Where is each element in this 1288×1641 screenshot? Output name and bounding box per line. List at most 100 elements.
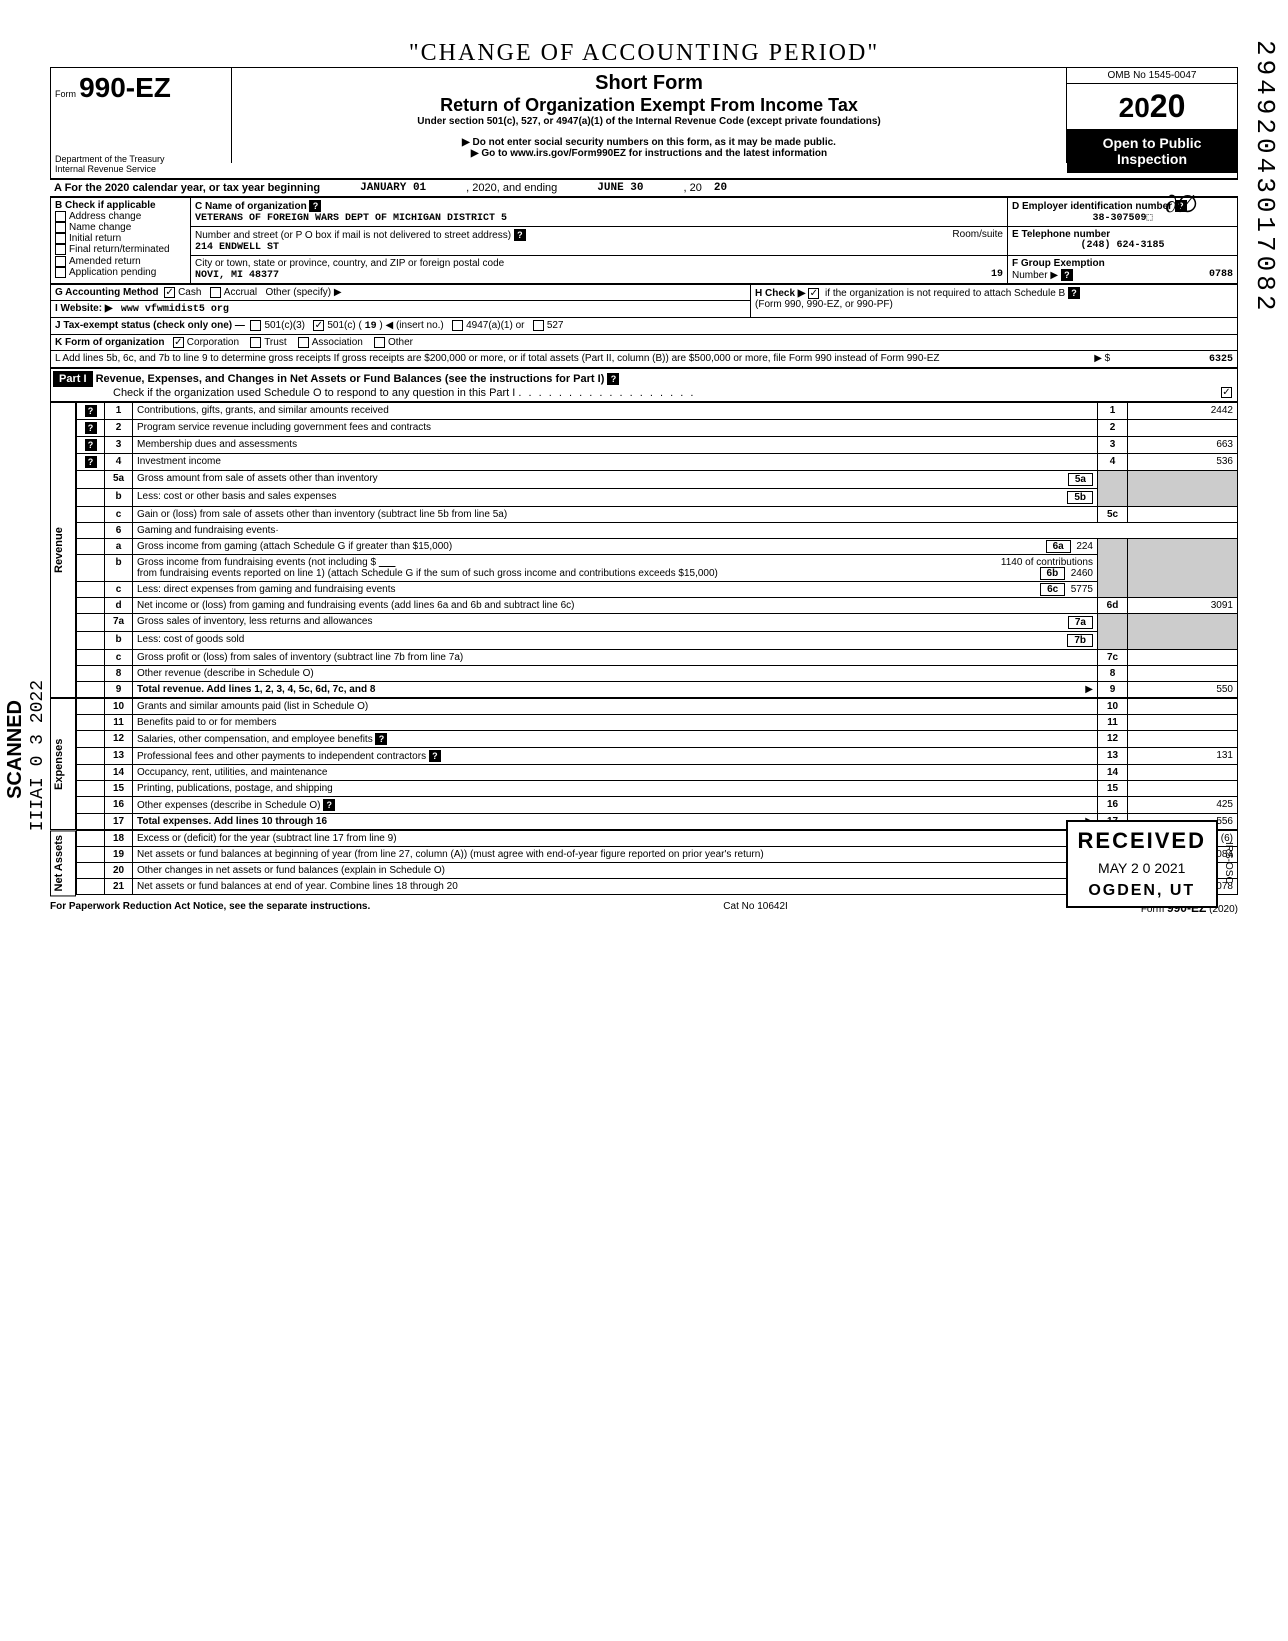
phone: (248) 624-3185	[1012, 240, 1233, 251]
check-corp[interactable]	[173, 337, 184, 348]
block-e-label: E Telephone number	[1012, 229, 1110, 240]
revenue-side-label: Revenue	[50, 402, 76, 698]
gross-receipts: 6325	[1113, 354, 1233, 365]
city-label: City or town, state or province, country…	[195, 258, 504, 269]
expenses-side-label: Expenses	[50, 698, 76, 830]
line-i-label: I Website: ▶	[55, 303, 113, 314]
cash-label: Cash	[178, 287, 201, 298]
opt-trust: Trust	[264, 337, 286, 348]
year-begin: JANUARY 01	[360, 182, 426, 194]
handwriting-title: "CHANGE OF ACCOUNTING PERIOD"	[50, 40, 1238, 67]
check-name[interactable]	[55, 222, 66, 233]
opt-assoc: Association	[312, 337, 363, 348]
scan-date-stamp: IIIAI 0 3 2022	[28, 680, 48, 831]
check-501c3[interactable]	[250, 320, 261, 331]
group-exemption: 0788	[1209, 269, 1233, 280]
line-h-text: if the organization is not required to a…	[825, 288, 1065, 299]
year-end: JUNE 30	[597, 182, 643, 194]
line-g-label: G Accounting Method	[55, 287, 159, 298]
check-assoc[interactable]	[298, 337, 309, 348]
line-k-label: K Form of organization	[55, 337, 164, 348]
opt-other: Other	[388, 337, 413, 348]
check-address-label: Address change	[69, 211, 141, 222]
line-h-label: H Check ▶	[755, 288, 805, 299]
subtitle: Under section 501(c), 527, or 4947(a)(1)…	[240, 116, 1058, 127]
room-label: Room/suite	[952, 229, 1003, 240]
scanned-stamp: SCANNED	[4, 700, 27, 799]
opt-527: 527	[547, 320, 564, 331]
check-initial[interactable]	[55, 233, 66, 244]
schedO-check-text: Check if the organization used Schedule …	[113, 387, 515, 399]
opt-501c3: 501(c)(3)	[264, 320, 305, 331]
check-amended-label: Amended return	[69, 256, 141, 267]
check-527[interactable]	[533, 320, 544, 331]
opt-corp: Corporation	[187, 337, 239, 348]
help-icon: ?	[1068, 287, 1080, 299]
netassets-table: 18Excess or (deficit) for the year (subt…	[76, 830, 1238, 895]
check-final[interactable]	[55, 244, 66, 255]
check-amended[interactable]	[55, 256, 66, 267]
help-icon: ?	[309, 200, 321, 212]
block-f-sub: Number ▶	[1012, 270, 1058, 281]
form-prefix: Form	[55, 89, 76, 99]
received-stamp: RECEIVED MAY 2 0 2021 OGDEN, UT IRS-OSC	[1066, 820, 1218, 908]
irs-label: Internal Revenue Service	[55, 164, 227, 174]
check-address[interactable]	[55, 211, 66, 222]
help-icon: ?	[1061, 269, 1073, 281]
other-specify: Other (specify) ▶	[265, 287, 341, 298]
line-j-label: J Tax-exempt status (check only one) —	[55, 320, 245, 331]
block-f-label: F Group Exemption	[1012, 258, 1105, 269]
line-a-yr: , 20	[684, 182, 702, 194]
opt-4947: 4947(a)(1) or	[466, 320, 524, 331]
line-l-arrow: ▶ $	[1094, 353, 1110, 364]
part1-label: Part I	[53, 371, 93, 387]
check-initial-label: Initial return	[69, 233, 121, 244]
opt-501c: 501(c) (	[327, 320, 361, 331]
check-cash[interactable]	[164, 287, 175, 298]
omb-number: OMB No 1545-0047	[1067, 68, 1237, 84]
help-icon: ?	[514, 229, 526, 241]
accrual-label: Accrual	[224, 287, 257, 298]
ein: 38-307509⬚	[1012, 212, 1233, 224]
check-4947[interactable]	[452, 320, 463, 331]
check-final-label: Final return/terminated	[69, 245, 170, 256]
goto-url: Go to www.irs.gov/Form990EZ for instruct…	[240, 148, 1058, 159]
line-h-sub: (Form 990, 990-EZ, or 990-PF)	[755, 299, 893, 310]
main-title: Return of Organization Exempt From Incom…	[240, 95, 1058, 116]
footer-mid: Cat No 10642I	[723, 901, 788, 915]
check-b-label: B Check if applicable	[55, 200, 186, 211]
check-name-label: Name change	[69, 222, 131, 233]
part1-title: Revenue, Expenses, and Changes in Net As…	[96, 373, 605, 385]
line-a-mid: , 2020, and ending	[466, 182, 557, 194]
street: 214 ENDWELL ST	[195, 242, 279, 253]
initials: ∂∅	[1165, 190, 1198, 219]
block-d-label: D Employer identification number	[1012, 201, 1172, 212]
short-form-title: Short Form	[240, 72, 1058, 95]
tax-year: 2020	[1067, 84, 1237, 129]
line-l-text: L Add lines 5b, 6c, and 7b to line 9 to …	[55, 353, 940, 364]
dln-stamp: 29492043017082	[1250, 40, 1280, 314]
website: www vfwmidist5 org	[121, 304, 229, 315]
expenses-table: 10Grants and similar amounts paid (list …	[76, 698, 1238, 830]
open-public: Open to Public	[1073, 135, 1231, 151]
revenue-table: ?1Contributions, gifts, grants, and simi…	[76, 402, 1238, 698]
check-501c[interactable]	[313, 320, 324, 331]
line-a-label: A For the 2020 calendar year, or tax yea…	[54, 182, 320, 194]
check-pending[interactable]	[55, 267, 66, 278]
check-pending-label: Application pending	[69, 267, 156, 278]
netassets-side-label: Net Assets	[50, 830, 76, 896]
check-h[interactable]	[808, 288, 819, 299]
check-trust[interactable]	[250, 337, 261, 348]
footer-left: For Paperwork Reduction Act Notice, see …	[50, 901, 370, 915]
street-label: Number and street (or P O box if mail is…	[195, 230, 511, 241]
501c-num: 19	[365, 321, 377, 332]
org-name: VETERANS OF FOREIGN WARS DEPT OF MICHIGA…	[195, 213, 507, 224]
block-c-label: C Name of organization	[195, 201, 307, 212]
check-schedO[interactable]	[1221, 387, 1232, 398]
check-other[interactable]	[374, 337, 385, 348]
help-icon: ?	[607, 373, 619, 385]
dept-treasury: Department of the Treasury	[55, 154, 227, 164]
check-accrual[interactable]	[210, 287, 221, 298]
city: NOVI, MI 48377	[195, 270, 279, 281]
handwritten-19: 19	[991, 269, 1003, 280]
